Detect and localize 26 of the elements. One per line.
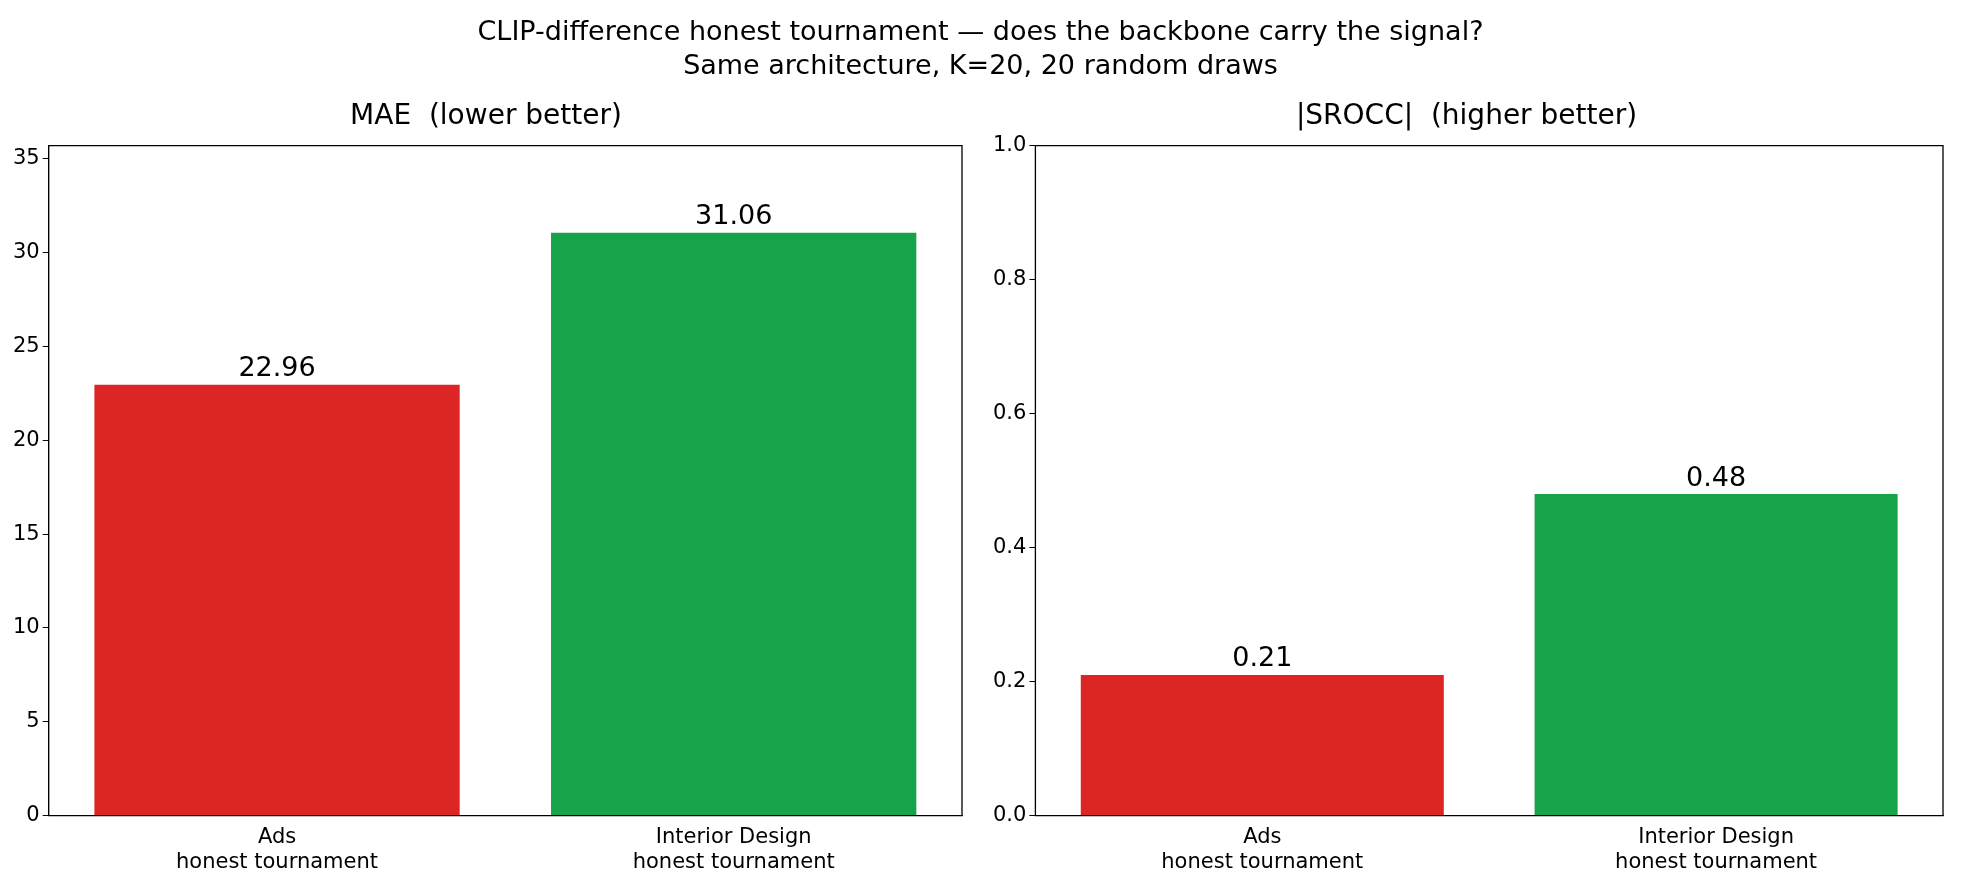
data-label: 22.96: [238, 351, 316, 383]
x-tick-label: Interior Design honest tournament: [1615, 823, 1818, 873]
y-tick-label: 0.6: [992, 400, 1027, 425]
y-tick-label: 35: [12, 145, 40, 170]
y-tick-label: 0: [26, 802, 40, 827]
x-tick-label: Interior Design honest tournament: [632, 823, 835, 873]
text: CLIP-difference honest tournament — does the backbone carry the signal?: [476, 14, 1485, 48]
y-tick-label: 5: [26, 708, 40, 733]
chart-title: MAE (lower better): [350, 98, 622, 132]
y-tick-label: 10: [12, 614, 40, 639]
data-label: 31.06: [695, 199, 773, 231]
data-label: 0.48: [1686, 460, 1747, 492]
y-tick-label: 20: [12, 426, 40, 451]
y-tick-label: 0.4: [992, 534, 1027, 559]
x-tick-label: Ads honest tournament: [1161, 823, 1364, 873]
x-tick-label: Ads honest tournament: [176, 823, 379, 873]
chart-title: |SROCC| (higher better): [1295, 98, 1638, 132]
y-tick-label: 15: [12, 520, 40, 545]
data-label: 0.21: [1232, 641, 1293, 673]
y-tick-label: 30: [12, 239, 40, 264]
y-tick-label: 0.2: [992, 668, 1027, 693]
text: Same architecture, K=20, 20 random draws: [682, 48, 1279, 82]
y-tick-label: 25: [12, 332, 40, 357]
y-tick-label: 0.8: [992, 266, 1027, 291]
y-tick-label: 0.0: [992, 802, 1027, 827]
y-tick-label: 1.0: [992, 132, 1027, 157]
